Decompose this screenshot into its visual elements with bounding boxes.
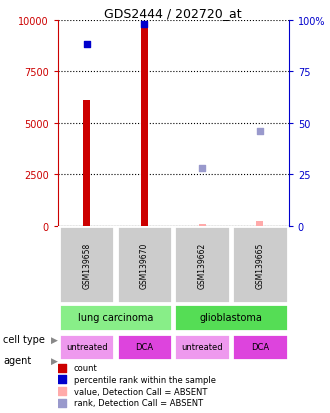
Text: ▶: ▶ [51,356,58,365]
Bar [141,27,148,226]
Text: lung carcinoma: lung carcinoma [78,313,153,323]
Bar [59,304,172,331]
Bar [117,334,172,360]
Bar [174,226,230,303]
Point [60,364,65,371]
Bar [199,225,206,226]
Text: percentile rank within the sample: percentile rank within the sample [74,375,216,384]
Text: DCA: DCA [135,343,153,351]
Title: GDS2444 / 202720_at: GDS2444 / 202720_at [104,7,242,19]
Point [84,42,89,49]
Point [60,376,65,383]
Text: agent: agent [3,355,32,365]
Text: glioblastoma: glioblastoma [200,313,262,323]
Bar [256,221,263,226]
Bar [59,226,114,303]
Text: GSM139670: GSM139670 [140,242,149,288]
Text: GSM139665: GSM139665 [255,242,264,288]
Point [199,166,205,172]
Point [60,400,65,406]
Text: untreated: untreated [66,343,108,351]
Text: value, Detection Call = ABSENT: value, Detection Call = ABSENT [74,387,207,396]
Text: ▶: ▶ [51,335,58,344]
Text: GSM139662: GSM139662 [198,242,207,288]
Text: untreated: untreated [181,343,223,351]
Bar [83,101,90,226]
Text: count: count [74,363,98,372]
Text: GSM139658: GSM139658 [82,242,91,288]
Text: DCA: DCA [251,343,269,351]
Text: rank, Detection Call = ABSENT: rank, Detection Call = ABSENT [74,399,203,408]
Point [257,128,263,135]
Bar [59,334,114,360]
Bar [174,304,288,331]
Text: cell type: cell type [3,335,45,344]
Bar [117,226,172,303]
Bar [232,334,288,360]
Point [142,21,147,28]
Bar [174,334,230,360]
Point [60,388,65,394]
Bar [232,226,288,303]
